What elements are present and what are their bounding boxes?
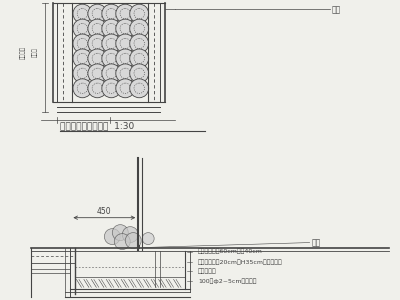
Circle shape: [88, 49, 107, 68]
Circle shape: [142, 232, 154, 244]
Circle shape: [122, 226, 138, 243]
Circle shape: [114, 234, 130, 250]
Circle shape: [102, 34, 121, 53]
Circle shape: [116, 19, 135, 38]
Circle shape: [116, 49, 135, 68]
Circle shape: [130, 34, 149, 53]
Circle shape: [73, 64, 92, 83]
Circle shape: [125, 232, 141, 248]
Text: 阳台外挑: 阳台外挑: [20, 46, 26, 59]
Circle shape: [116, 4, 135, 23]
Circle shape: [102, 49, 121, 68]
Circle shape: [112, 225, 128, 241]
Circle shape: [73, 4, 92, 23]
Text: 种植槽: 种植槽: [32, 48, 37, 57]
Text: 常春藤，花高60cm，冠40cm: 常春藤，花高60cm，冠40cm: [198, 249, 263, 254]
Circle shape: [130, 64, 149, 83]
Circle shape: [102, 64, 121, 83]
Text: 无纺布一层: 无纺布一层: [198, 268, 217, 274]
Circle shape: [130, 19, 149, 38]
Circle shape: [102, 79, 121, 98]
Circle shape: [116, 34, 135, 53]
Text: 450: 450: [97, 207, 112, 216]
Circle shape: [88, 79, 107, 98]
Text: 成品花盆，中20cm，H35cm，品字摆放: 成品花盆，中20cm，H35cm，品字摆放: [198, 260, 283, 265]
Circle shape: [130, 49, 149, 68]
Text: 栏杆: 栏杆: [312, 238, 321, 247]
Circle shape: [73, 49, 92, 68]
Circle shape: [73, 19, 92, 38]
Circle shape: [88, 19, 107, 38]
Circle shape: [116, 64, 135, 83]
Circle shape: [102, 4, 121, 23]
Circle shape: [88, 34, 107, 53]
Circle shape: [130, 4, 149, 23]
Text: 100厚ф2~5cm机制碎石: 100厚ф2~5cm机制碎石: [198, 279, 256, 284]
Circle shape: [73, 34, 92, 53]
Circle shape: [88, 64, 107, 83]
Circle shape: [130, 79, 149, 98]
Circle shape: [104, 229, 120, 244]
Circle shape: [102, 19, 121, 38]
Text: 花盆摆放平面示意图  1:30: 花盆摆放平面示意图 1:30: [60, 121, 135, 130]
Circle shape: [88, 4, 107, 23]
Text: 栏杆: 栏杆: [332, 5, 341, 14]
Circle shape: [116, 79, 135, 98]
Circle shape: [73, 79, 92, 98]
